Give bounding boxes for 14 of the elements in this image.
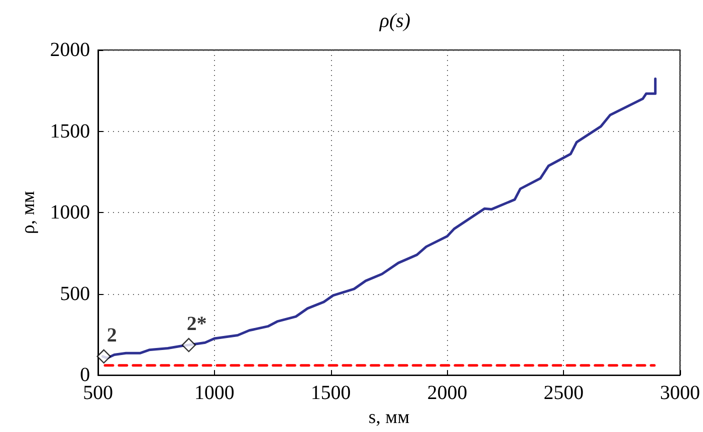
y-tick-label: 1500	[50, 120, 90, 142]
x-tick-label: 3000	[660, 382, 700, 404]
annotation: 2	[106, 324, 117, 346]
x-tick-label: 1500	[310, 382, 351, 404]
x-tick-label: 2000	[427, 382, 468, 404]
x-tick-label: 2500	[544, 382, 584, 404]
y-axis-title: ρ, мм	[18, 191, 39, 234]
x-axis-title: s, мм	[368, 407, 410, 428]
y-tick-label: 500	[60, 282, 90, 305]
chart-title: ρ(s)	[378, 10, 411, 32]
y-tick-label: 1000	[50, 202, 90, 224]
annotation: 2*	[186, 312, 207, 335]
y-tick-label: 2000	[50, 39, 90, 61]
x-tick-label: 1000	[194, 382, 234, 404]
